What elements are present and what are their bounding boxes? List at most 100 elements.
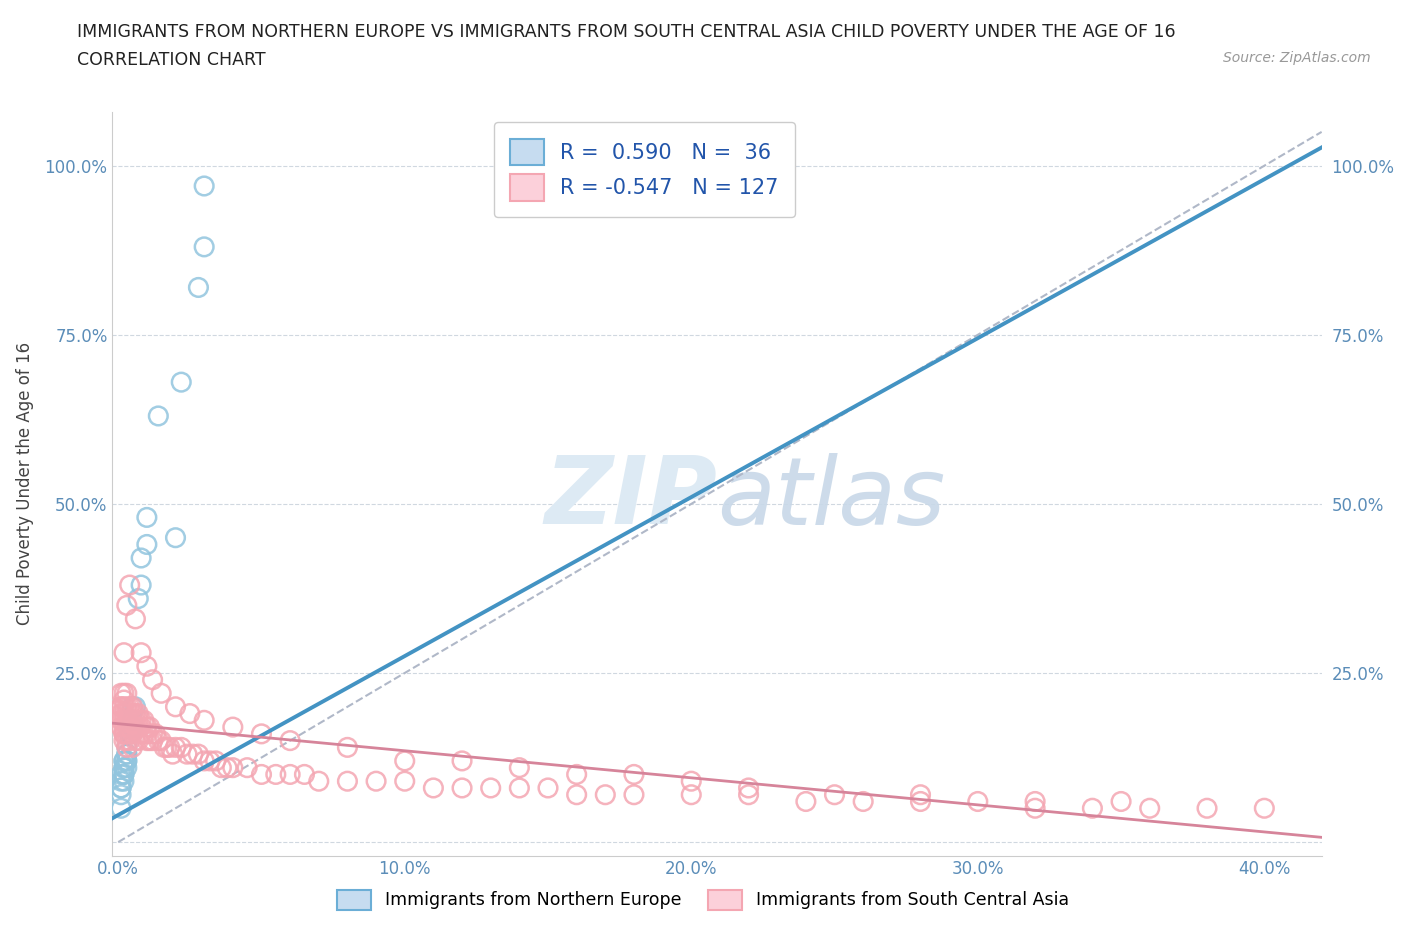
- Point: [110, 699, 132, 714]
- Point: [170, 375, 193, 390]
- Point: [121, 713, 143, 728]
- Point: [110, 767, 132, 782]
- Point: [129, 713, 152, 728]
- Point: [110, 720, 132, 735]
- Point: [124, 713, 146, 728]
- Point: [681, 774, 703, 789]
- Point: [112, 726, 135, 741]
- Point: [118, 713, 141, 728]
- Point: [124, 706, 146, 721]
- Text: atlas: atlas: [717, 453, 945, 544]
- Point: [115, 685, 138, 700]
- Point: [112, 693, 135, 708]
- Point: [115, 753, 138, 768]
- Point: [236, 760, 259, 775]
- Point: [132, 726, 155, 741]
- Point: [278, 767, 301, 782]
- Point: [336, 740, 359, 755]
- Point: [118, 699, 141, 714]
- Point: [595, 788, 617, 803]
- Point: [124, 611, 146, 626]
- Point: [308, 774, 330, 789]
- Point: [794, 794, 817, 809]
- Point: [193, 753, 215, 768]
- Point: [118, 578, 141, 592]
- Point: [187, 280, 209, 295]
- Point: [394, 753, 416, 768]
- Point: [364, 774, 387, 789]
- Point: [121, 706, 143, 721]
- Point: [181, 747, 204, 762]
- Point: [115, 740, 138, 755]
- Point: [148, 733, 170, 748]
- Point: [115, 747, 138, 762]
- Point: [121, 720, 143, 735]
- Point: [135, 726, 157, 741]
- Point: [112, 726, 135, 741]
- Point: [110, 774, 132, 789]
- Point: [118, 726, 141, 741]
- Point: [115, 598, 138, 613]
- Point: [1081, 801, 1104, 816]
- Point: [118, 733, 141, 748]
- Point: [623, 788, 645, 803]
- Point: [115, 753, 138, 768]
- Point: [165, 530, 187, 545]
- Point: [110, 801, 132, 816]
- Point: [118, 726, 141, 741]
- Point: [118, 726, 141, 741]
- Point: [121, 720, 143, 735]
- Point: [537, 780, 560, 795]
- Point: [852, 794, 875, 809]
- Point: [1024, 801, 1046, 816]
- Point: [135, 720, 157, 735]
- Point: [170, 740, 193, 755]
- Point: [112, 713, 135, 728]
- Point: [1253, 801, 1275, 816]
- Point: [121, 740, 143, 755]
- Point: [508, 760, 530, 775]
- Point: [394, 774, 416, 789]
- Point: [112, 767, 135, 782]
- Point: [148, 408, 170, 423]
- Point: [1139, 801, 1161, 816]
- Point: [127, 706, 149, 721]
- Point: [187, 747, 209, 762]
- Point: [112, 733, 135, 748]
- Point: [115, 760, 138, 775]
- Point: [115, 713, 138, 728]
- Point: [217, 760, 239, 775]
- Point: [681, 788, 703, 803]
- Point: [142, 733, 165, 748]
- Point: [112, 699, 135, 714]
- Point: [162, 747, 184, 762]
- Point: [193, 239, 215, 254]
- Point: [110, 780, 132, 795]
- Point: [278, 733, 301, 748]
- Point: [135, 658, 157, 673]
- Point: [179, 706, 201, 721]
- Point: [264, 767, 287, 782]
- Point: [250, 726, 273, 741]
- Point: [112, 720, 135, 735]
- Point: [112, 760, 135, 775]
- Point: [508, 780, 530, 795]
- Point: [124, 720, 146, 735]
- Point: [145, 726, 167, 741]
- Point: [115, 726, 138, 741]
- Point: [129, 551, 152, 565]
- Legend: R =  0.590   N =  36, R = -0.547   N = 127: R = 0.590 N = 36, R = -0.547 N = 127: [494, 122, 796, 218]
- Point: [565, 767, 588, 782]
- Point: [156, 740, 179, 755]
- Point: [115, 720, 138, 735]
- Point: [159, 740, 181, 755]
- Point: [135, 510, 157, 525]
- Point: [135, 537, 157, 551]
- Point: [127, 733, 149, 748]
- Point: [623, 767, 645, 782]
- Point: [115, 733, 138, 748]
- Point: [118, 706, 141, 721]
- Point: [910, 788, 932, 803]
- Point: [250, 767, 273, 782]
- Legend: Immigrants from Northern Europe, Immigrants from South Central Asia: Immigrants from Northern Europe, Immigra…: [329, 883, 1077, 917]
